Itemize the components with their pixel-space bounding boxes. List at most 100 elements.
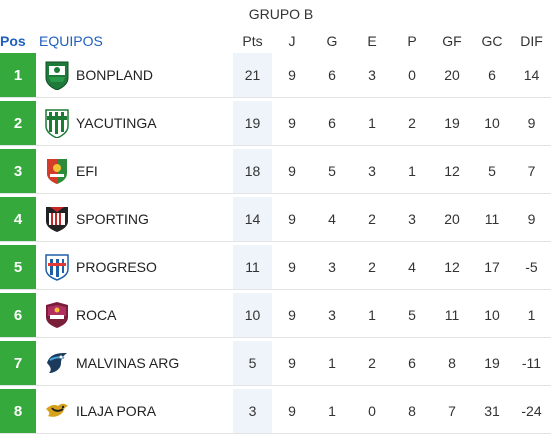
cell-p: 0 <box>408 67 416 83</box>
table-row[interactable]: 2 YACUTINGA 19 9 6 1 2 19 10 9 <box>0 101 551 146</box>
ilaja-pora-crest-icon[interactable] <box>44 396 70 426</box>
cell-gf: 19 <box>444 115 460 131</box>
cell-e: 3 <box>368 67 376 83</box>
cell-e: 0 <box>368 403 376 419</box>
cell-gf: 11 <box>444 307 460 323</box>
table-row[interactable]: 7 MALVINAS ARG 5 9 1 2 6 8 19 -11 <box>0 341 551 386</box>
cell-dif: 9 <box>527 115 536 131</box>
cell-gf: 7 <box>448 403 456 419</box>
cell-gc: 10 <box>484 307 500 323</box>
cell-g: 1 <box>328 403 336 419</box>
cell-g: 1 <box>328 355 336 371</box>
bonpland-crest-icon[interactable] <box>44 60 70 90</box>
team-name-link[interactable]: MALVINAS ARG <box>76 355 180 371</box>
cell-g: 3 <box>328 307 336 323</box>
position-badge: 8 <box>0 389 36 433</box>
cell-pts: 5 <box>233 341 272 385</box>
cell-j: 9 <box>288 355 296 371</box>
cell-pts: 21 <box>233 53 272 97</box>
cell-gf: 12 <box>444 163 460 179</box>
roca-crest-icon[interactable] <box>44 300 70 330</box>
cell-p: 1 <box>408 163 416 179</box>
header-team[interactable]: EQUIPOS <box>39 33 103 49</box>
table-row[interactable]: 3 EFI 18 9 5 3 1 12 5 7 <box>0 149 551 194</box>
position-badge: 1 <box>0 53 36 97</box>
cell-pts: 11 <box>233 245 272 289</box>
team-name-link[interactable]: ILAJA PORA <box>76 403 157 419</box>
team-name-link[interactable]: SPORTING <box>76 211 149 227</box>
malvinas-arg-crest-icon[interactable] <box>44 348 70 378</box>
cell-e: 1 <box>368 307 376 323</box>
cell-pts: 14 <box>233 197 272 241</box>
header-g: G <box>326 33 338 49</box>
header-pts: Pts <box>242 33 263 49</box>
cell-j: 9 <box>288 403 296 419</box>
cell-dif: 7 <box>527 163 536 179</box>
header-dif: DIF <box>520 33 543 49</box>
header-pos[interactable]: Pos <box>0 33 26 49</box>
cell-gf: 8 <box>448 355 456 371</box>
cell-pts: 19 <box>233 101 272 145</box>
table-header: Pos EQUIPOS Pts J G E P GF GC DIF <box>0 29 551 53</box>
cell-dif: -11 <box>521 355 542 371</box>
header-gf: GF <box>442 33 462 49</box>
cell-p: 3 <box>408 211 416 227</box>
cell-e: 3 <box>368 163 376 179</box>
cell-j: 9 <box>288 211 296 227</box>
team-name-link[interactable]: ROCA <box>76 307 117 323</box>
table-row[interactable]: 6 ROCA 10 9 3 1 5 11 10 1 <box>0 293 551 338</box>
cell-e: 2 <box>368 259 376 275</box>
cell-g: 6 <box>328 67 336 83</box>
cell-dif: 14 <box>523 67 540 83</box>
cell-g: 4 <box>328 211 336 227</box>
efi-crest-icon[interactable] <box>44 156 70 186</box>
sporting-crest-icon[interactable] <box>44 204 70 234</box>
table-row[interactable]: 4 SPORTING 14 9 4 2 3 20 11 9 <box>0 197 551 242</box>
cell-p: 2 <box>408 115 416 131</box>
cell-gf: 12 <box>444 259 460 275</box>
yacutinga-crest-icon[interactable] <box>44 108 70 138</box>
cell-gc: 11 <box>484 211 500 227</box>
cell-e: 2 <box>368 211 376 227</box>
position-badge: 3 <box>0 149 36 193</box>
cell-gc: 5 <box>488 163 496 179</box>
header-e: E <box>367 33 377 49</box>
team-name-link[interactable]: PROGRESO <box>76 259 157 275</box>
cell-pts: 3 <box>233 389 272 433</box>
cell-gc: 6 <box>488 67 496 83</box>
cell-gc: 19 <box>484 355 500 371</box>
position-badge: 2 <box>0 101 36 145</box>
table-row[interactable]: 5 PROGRESO 11 9 3 2 4 12 17 -5 <box>0 245 551 290</box>
cell-j: 9 <box>288 259 296 275</box>
cell-g: 6 <box>328 115 336 131</box>
progreso-crest-icon[interactable] <box>44 252 70 282</box>
cell-dif: -24 <box>521 403 542 419</box>
cell-g: 5 <box>328 163 336 179</box>
cell-j: 9 <box>288 163 296 179</box>
team-name-link[interactable]: BONPLAND <box>76 67 154 83</box>
cell-j: 9 <box>288 307 296 323</box>
cell-j: 9 <box>288 115 296 131</box>
cell-gc: 17 <box>484 259 500 275</box>
table-row[interactable]: 8 ILAJA PORA 3 9 1 0 8 7 31 -24 <box>0 389 551 434</box>
cell-j: 9 <box>288 67 296 83</box>
cell-gf: 20 <box>444 211 460 227</box>
cell-dif: 1 <box>527 307 536 323</box>
header-p: P <box>407 33 417 49</box>
header-j: J <box>288 33 296 49</box>
cell-e: 2 <box>368 355 376 371</box>
cell-p: 4 <box>408 259 416 275</box>
cell-p: 5 <box>408 307 416 323</box>
position-badge: 4 <box>0 197 36 241</box>
cell-gf: 20 <box>444 67 460 83</box>
team-name-link[interactable]: YACUTINGA <box>76 115 157 131</box>
team-name-link[interactable]: EFI <box>76 163 98 179</box>
cell-g: 3 <box>328 259 336 275</box>
table-row[interactable]: 1 BONPLAND 21 9 6 3 0 20 6 14 <box>0 53 551 98</box>
position-badge: 6 <box>0 293 36 337</box>
position-badge: 5 <box>0 245 36 289</box>
cell-dif: 9 <box>527 211 536 227</box>
cell-p: 6 <box>408 355 416 371</box>
header-gc: GC <box>481 33 503 49</box>
